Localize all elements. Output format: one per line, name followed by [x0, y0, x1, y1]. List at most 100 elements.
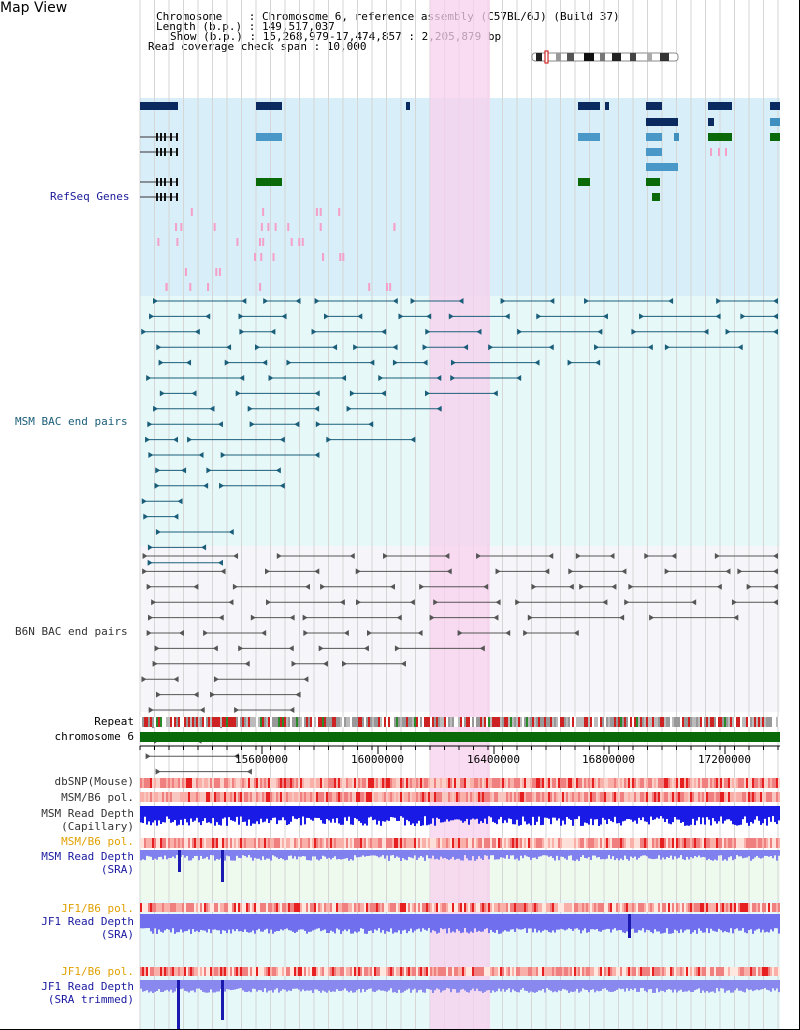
- depth-bar: [428, 914, 430, 929]
- depth-bar: [614, 980, 616, 992]
- depth-bar: [308, 980, 310, 991]
- repeat-element: [726, 717, 728, 727]
- heat-cell: [238, 778, 240, 788]
- depth-bar: [604, 914, 606, 930]
- heat-cell: [726, 967, 728, 976]
- bac-end-marker: [145, 753, 151, 760]
- depth-bar: [368, 850, 370, 856]
- heat-cell: [350, 838, 352, 848]
- heat-cell: [524, 967, 526, 976]
- bac-end-marker: [291, 660, 297, 667]
- depth-bar: [164, 914, 166, 931]
- depth-bar: [546, 806, 548, 818]
- depth-bar: [352, 806, 354, 825]
- heat-cell: [418, 778, 420, 788]
- heat-cell: [392, 778, 394, 788]
- heat-cell: [444, 967, 446, 976]
- depth-bar: [702, 914, 704, 933]
- depth-bar: [516, 806, 518, 820]
- repeat-element: [480, 717, 482, 727]
- depth-bar: [614, 914, 616, 929]
- depth-bar: [350, 914, 352, 934]
- repeat-element: [564, 717, 566, 727]
- depth-bar: [204, 980, 206, 993]
- depth-bar: [574, 980, 576, 992]
- depth-bar: [554, 980, 556, 992]
- position-axis: 15600000 16000000 16400000 16800000 17200000: [139, 745, 780, 766]
- refseq-fragment: [298, 238, 301, 246]
- heat-cell: [560, 838, 562, 848]
- heat-cell: [766, 792, 768, 802]
- depth-bar: [382, 914, 384, 931]
- depth-bar: [706, 914, 708, 929]
- bac-end-marker: [326, 436, 332, 443]
- heat-cell: [266, 967, 268, 976]
- heat-cell: [518, 778, 520, 788]
- heat-cell: [362, 967, 364, 976]
- heat-cell: [498, 792, 500, 802]
- depth-bar: [654, 806, 656, 820]
- depth-bar: [190, 914, 192, 934]
- heat-cell: [754, 967, 756, 976]
- heat-cell: [776, 792, 778, 802]
- heat-cell: [764, 903, 766, 912]
- bac-end-marker: [422, 359, 428, 366]
- bac-end-marker: [238, 645, 244, 652]
- heat-cell: [284, 792, 286, 802]
- depth-bar: [686, 914, 688, 930]
- depth-bar: [590, 980, 592, 990]
- depth-bar: [690, 914, 692, 934]
- depth-bar: [690, 806, 692, 825]
- depth-bar: [476, 850, 478, 860]
- refseq-fragment: [254, 253, 257, 261]
- depth-bar: [602, 850, 604, 860]
- repeat-track[interactable]: [140, 717, 780, 727]
- heat-cell: [706, 903, 708, 912]
- track-label-msm-bac[interactable]: MSM BAC end pairs: [15, 415, 128, 428]
- polymorphism-heat-tracks[interactable]: [140, 778, 780, 976]
- track-label-refseq[interactable]: RefSeq Genes: [50, 190, 130, 203]
- heat-cell: [614, 778, 616, 788]
- heat-cell: [644, 967, 646, 976]
- heat-cell: [438, 778, 440, 788]
- heat-cell: [426, 792, 428, 802]
- depth-bar: [296, 850, 298, 860]
- refseq-gene-track[interactable]: [140, 102, 780, 291]
- heat-cell: [148, 778, 150, 788]
- bac-end-marker: [281, 313, 287, 320]
- heat-cell: [774, 792, 776, 802]
- track-label-b6n-bac[interactable]: B6N BAC end pairs: [15, 625, 128, 638]
- depth-bar: [680, 806, 682, 823]
- heat-cell: [320, 967, 322, 976]
- depth-bar: [154, 850, 156, 859]
- heat-cell: [352, 838, 354, 848]
- selected-region-highlight[interactable]: [430, 0, 490, 1030]
- chromosome-bar[interactable]: [140, 732, 780, 742]
- depth-bar: [446, 806, 448, 820]
- refseq-fragment: [165, 283, 168, 291]
- depth-bar: [382, 980, 384, 991]
- depth-bar: [290, 806, 292, 822]
- heat-cell: [626, 838, 628, 848]
- chromosome-ideogram[interactable]: [531, 50, 679, 64]
- heat-cell: [244, 838, 246, 848]
- heat-cell: [766, 778, 768, 788]
- depth-bar: [486, 850, 488, 856]
- heat-cell: [454, 778, 456, 788]
- heat-cell: [646, 903, 648, 912]
- heat-cell: [310, 903, 312, 912]
- depth-bar: [554, 850, 556, 861]
- b6n-bac-track[interactable]: [141, 553, 778, 775]
- bac-end-marker: [305, 583, 311, 590]
- bac-end-marker: [703, 328, 709, 335]
- depth-bar: [730, 850, 732, 857]
- depth-bar: [594, 850, 596, 856]
- heat-cell: [572, 838, 574, 848]
- read-depth-tracks[interactable]: [140, 806, 780, 1030]
- depth-bar: [322, 914, 324, 931]
- depth-bar: [286, 806, 288, 826]
- heat-cell: [466, 778, 468, 788]
- msm-bac-track[interactable]: [141, 298, 778, 566]
- depth-bar: [768, 980, 770, 991]
